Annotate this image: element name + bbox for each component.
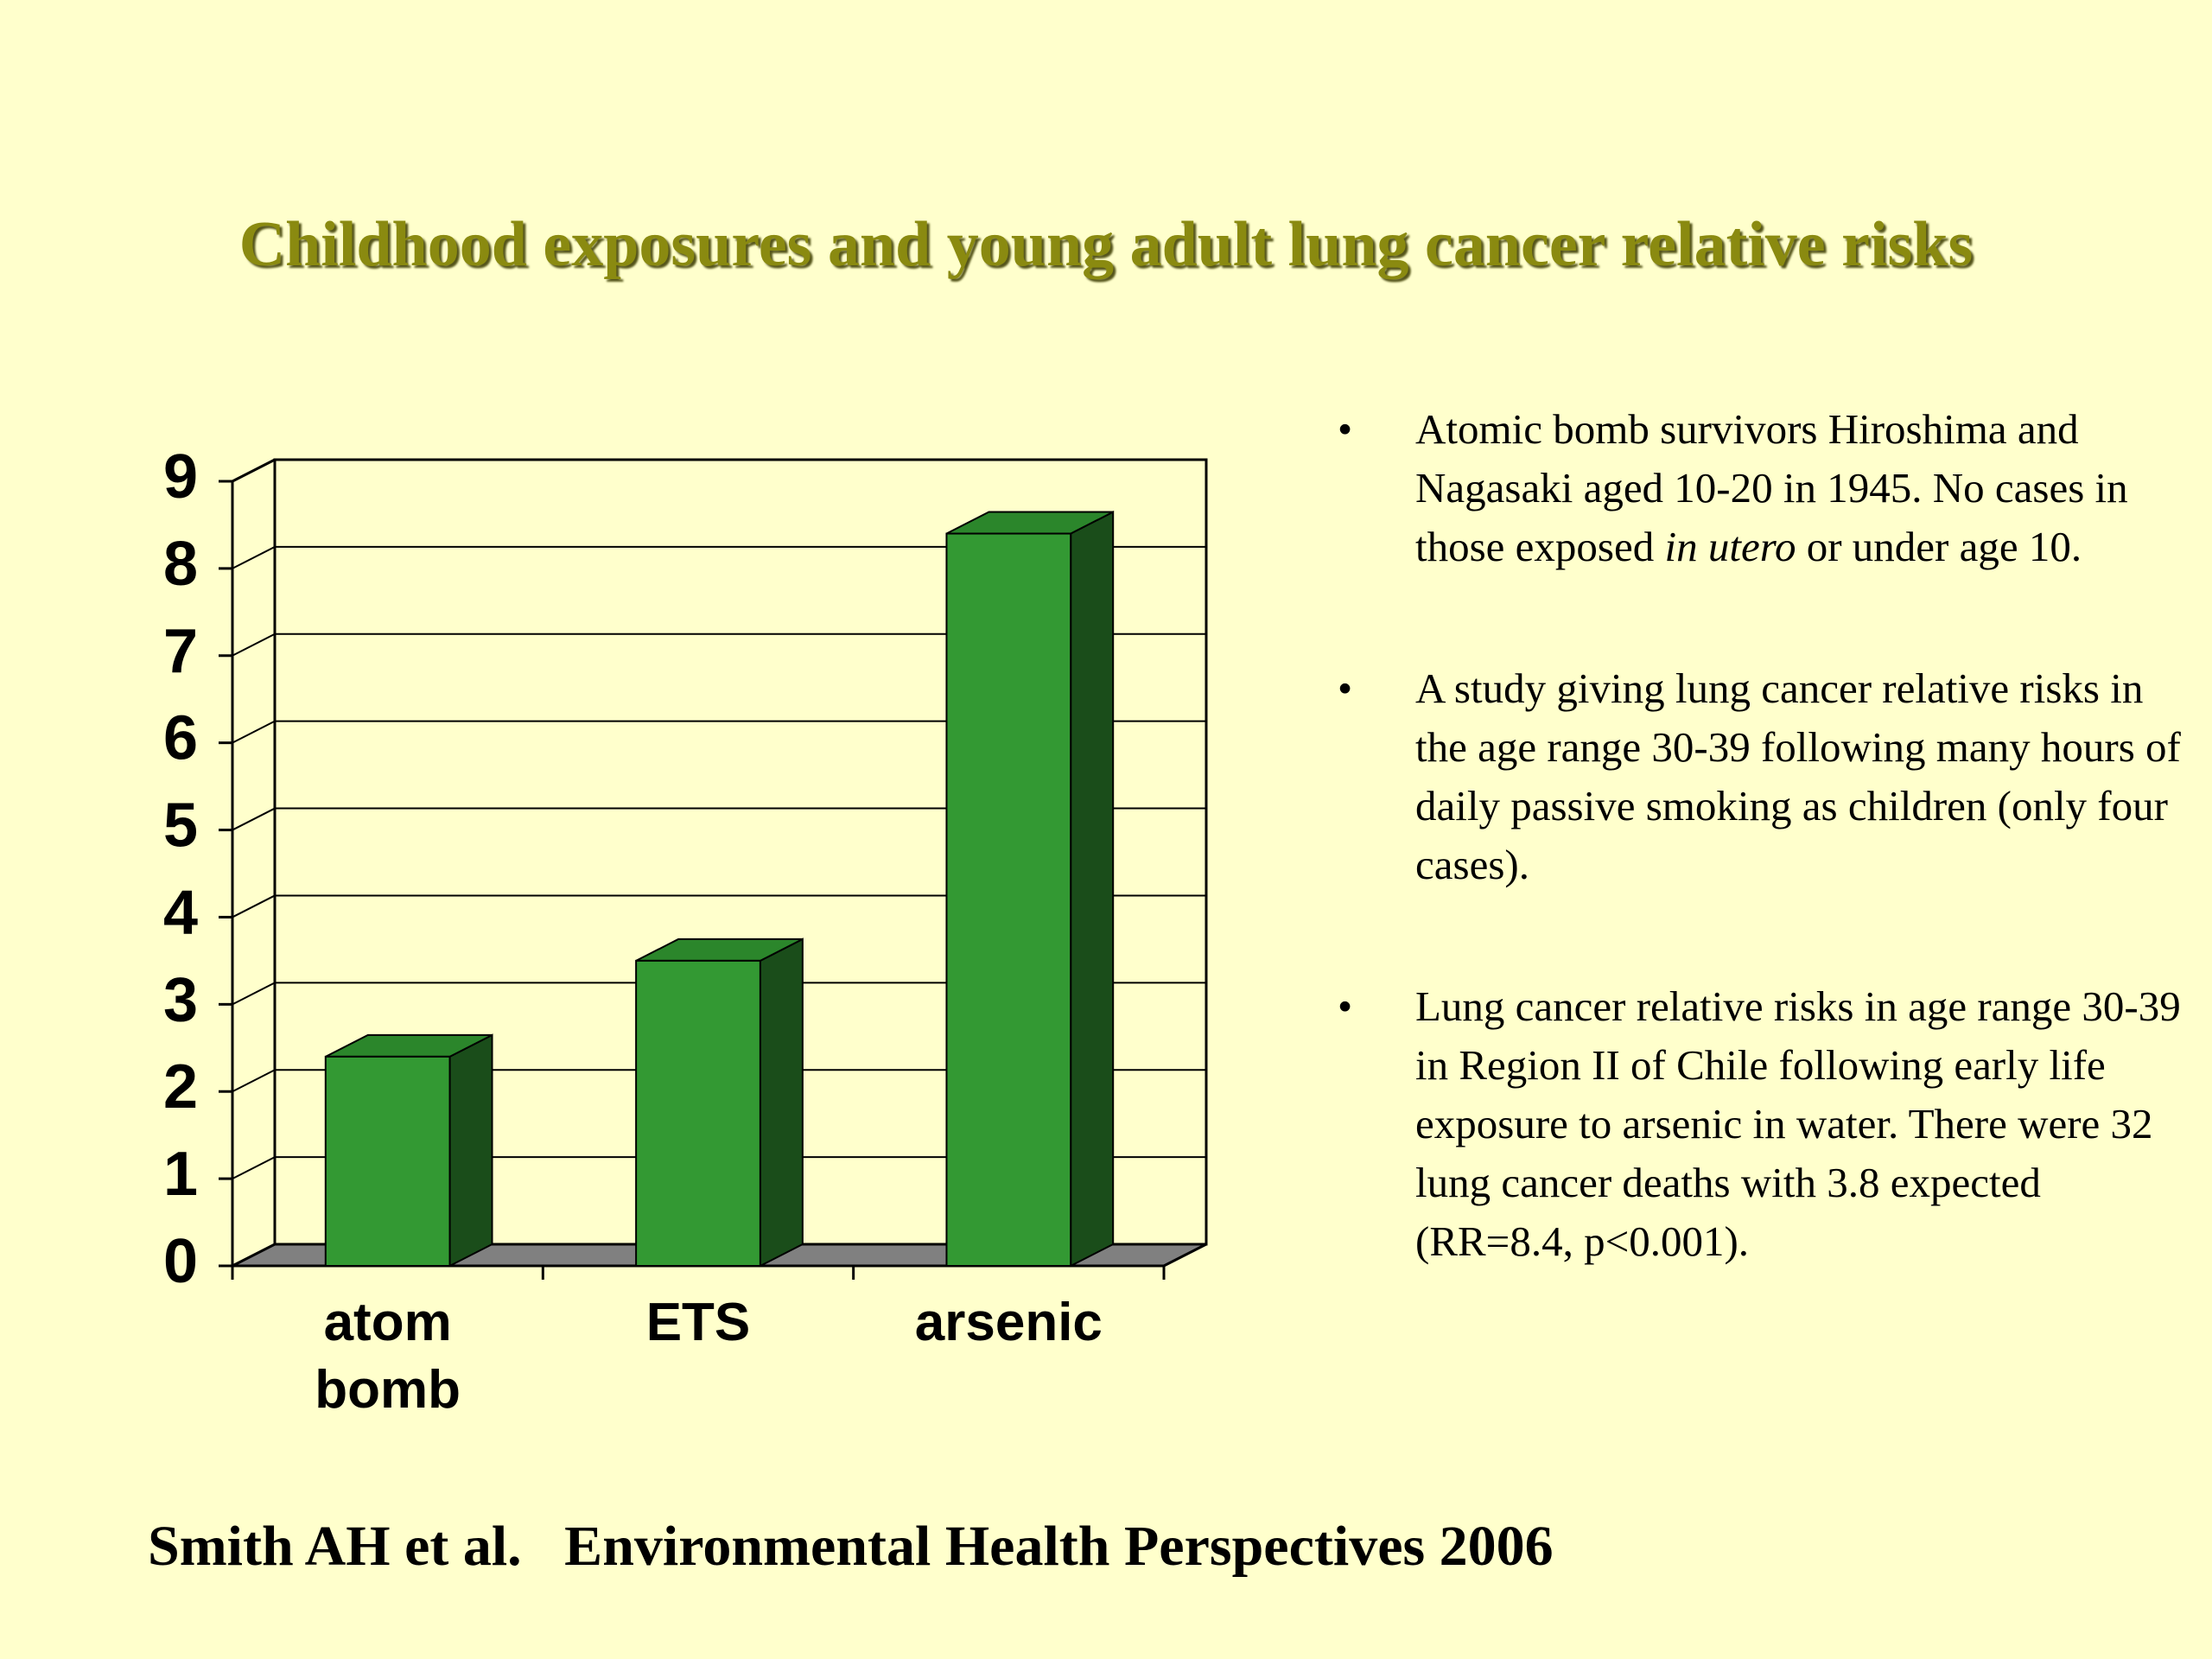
grid-line — [232, 1156, 276, 1180]
y-tick-label: 3 — [163, 965, 198, 1034]
x-tick-label: atom bomb — [315, 1293, 461, 1420]
grid-line — [232, 1069, 276, 1093]
bar-side — [759, 938, 804, 1268]
slide-title: Childhood exposures and young adult lung… — [238, 209, 1974, 280]
bar-side — [448, 1033, 493, 1268]
y-tick-label: 7 — [163, 617, 198, 686]
bar — [324, 1055, 451, 1268]
y-tick-label: 4 — [163, 878, 198, 947]
grid-line — [232, 459, 276, 482]
bullet-text: or under age 10. — [1796, 523, 2082, 570]
bullet: Lung cancer relative risks in age range … — [1338, 977, 2193, 1271]
y-tick-label: 1 — [163, 1140, 198, 1209]
grid-line — [232, 720, 276, 744]
bullet-text: Atomic bomb survivors Hiroshima and Naga… — [1415, 405, 2128, 570]
bar-side — [1070, 510, 1115, 1268]
bullet-list: Atomic bomb survivors Hiroshima and Naga… — [1338, 400, 2193, 1354]
grid-line — [232, 807, 276, 831]
bullet-text: in utero — [1664, 523, 1796, 570]
grid-line — [232, 982, 276, 1006]
bar — [945, 532, 1072, 1267]
y-tick-label: 9 — [163, 442, 198, 512]
y-tick-label: 2 — [163, 1052, 198, 1122]
y-tick-label: 0 — [163, 1227, 198, 1296]
grid-line — [232, 894, 276, 918]
bar — [635, 959, 761, 1268]
grid-line — [232, 632, 276, 657]
x-tick-label: arsenic — [914, 1293, 1103, 1352]
grid-line — [232, 545, 276, 569]
bullet: Atomic bomb survivors Hiroshima and Naga… — [1338, 400, 2193, 576]
x-tick-label: ETS — [645, 1293, 751, 1352]
citation: Smith AH et al. Environmental Health Per… — [148, 1515, 1554, 1578]
y-tick-label: 5 — [163, 791, 198, 861]
bullet: A study giving lung cancer relative risk… — [1338, 659, 2193, 894]
y-tick-label: 6 — [163, 704, 198, 773]
grid-line — [232, 1243, 276, 1267]
y-tick-label: 8 — [163, 530, 198, 599]
bullet-text: Lung cancer relative risks in age range … — [1415, 982, 2181, 1265]
bullet-text: A study giving lung cancer relative risk… — [1415, 664, 2181, 888]
